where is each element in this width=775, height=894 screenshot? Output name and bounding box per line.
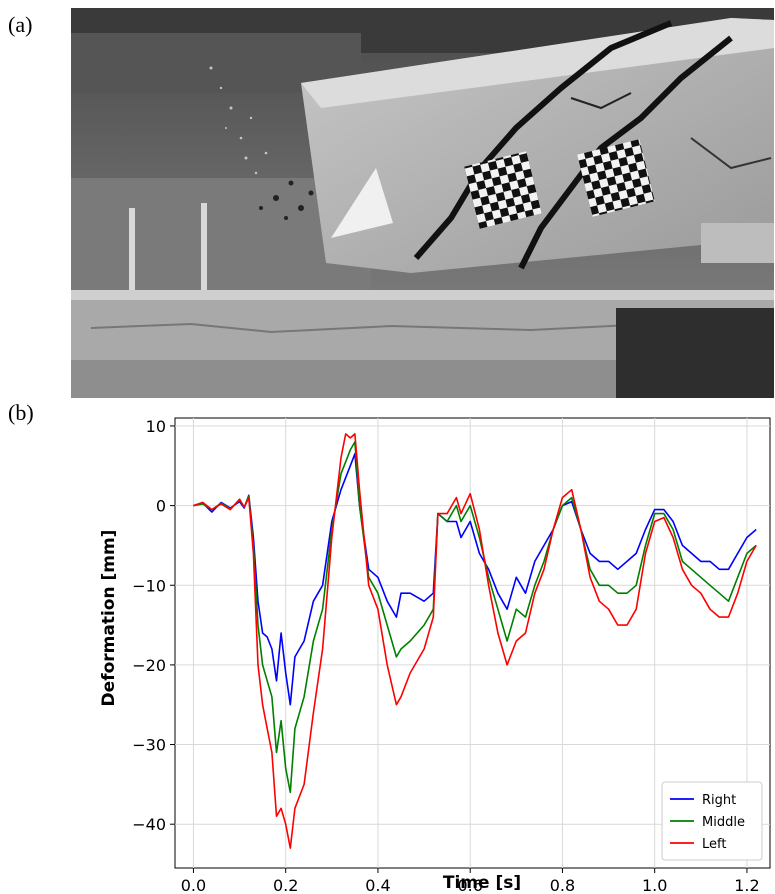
x-tick-label: 0.6 [457, 876, 482, 894]
y-tick-label: −40 [132, 815, 166, 834]
series-line-left [193, 433, 757, 849]
deformation-chart: 0.0 0.2 0.4 0.6 0.8 1.0 1.2 10 0 −10 −20 −30 −40 Ti… [99, 417, 771, 894]
series-line-middle [193, 441, 757, 794]
x-tick-label: 1.2 [734, 876, 759, 894]
beam-impact-photo [71, 8, 774, 398]
y-tick-label: 0 [156, 497, 166, 516]
x-tick-label: 0.4 [365, 876, 390, 894]
y-tick-label: −10 [132, 576, 166, 595]
legend-label-middle: Middle [702, 815, 745, 830]
legend: Right Middle Left [661, 781, 763, 861]
x-tick-label: 0.0 [181, 876, 206, 894]
legend-label-left: Left [702, 837, 726, 852]
panel-b-label: (b) [8, 400, 34, 425]
y-axis-title: Deformation [mm] [99, 530, 119, 707]
panel-a-label: (a) [8, 12, 33, 37]
x-tick-label: 1.0 [642, 876, 667, 894]
y-tick-label: 10 [146, 417, 166, 436]
y-tick-label: −30 [132, 736, 166, 755]
x-axis-ticks: 0.0 0.2 0.4 0.6 0.8 1.0 1.2 [181, 868, 760, 894]
x-tick-label: 0.2 [273, 876, 298, 894]
beam-impact-photo-icon [71, 8, 774, 398]
y-tick-label: −20 [132, 656, 166, 675]
series-lines [193, 433, 757, 849]
legend-box [661, 781, 763, 861]
legend-label-right: Right [702, 793, 736, 808]
x-axis-title: Time [s] [443, 873, 521, 893]
y-axis-ticks: 10 0 −10 −20 −30 −40 [132, 417, 175, 834]
x-tick-label: 0.8 [550, 876, 575, 894]
